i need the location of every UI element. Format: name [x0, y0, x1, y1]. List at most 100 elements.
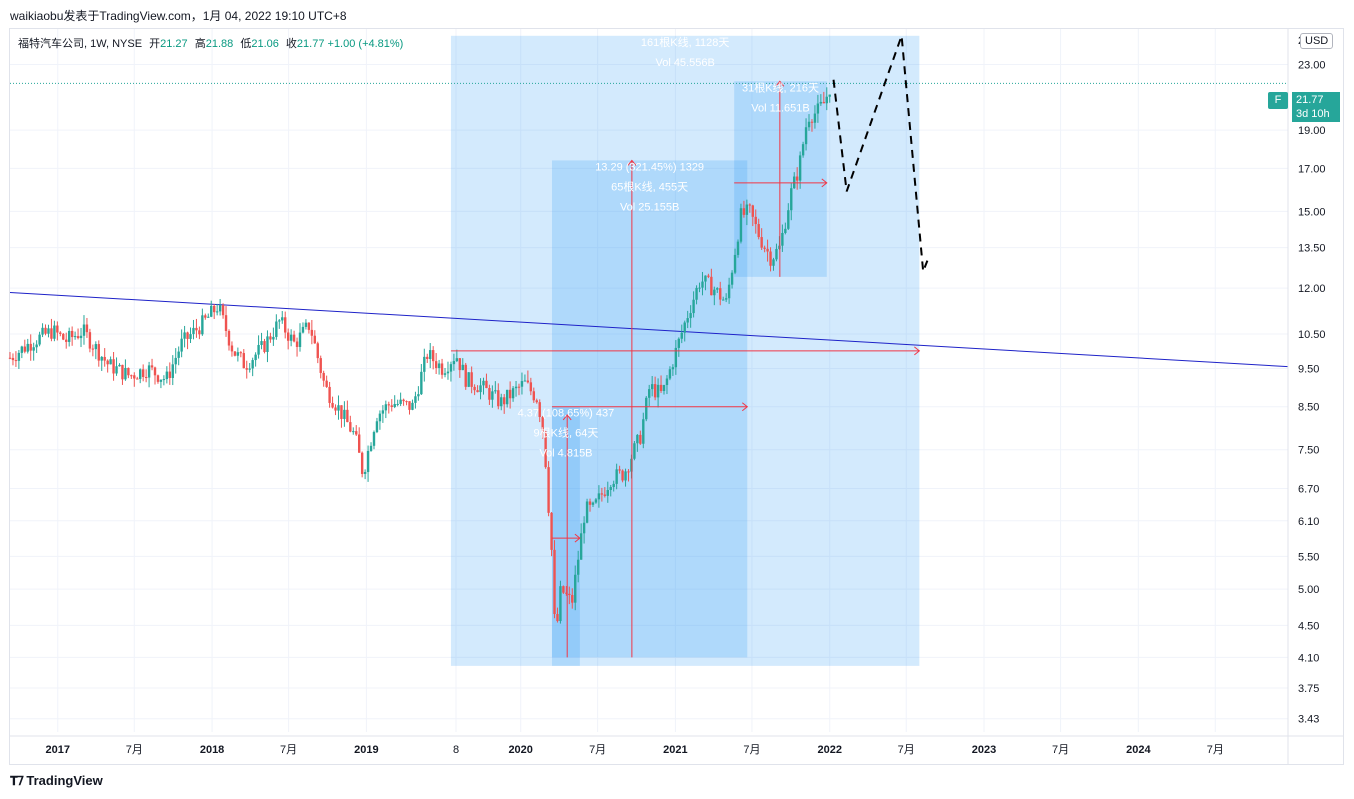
candle-body: [769, 251, 772, 266]
candle-body: [724, 298, 728, 300]
candle-body: [298, 332, 302, 347]
candle-body: [124, 367, 127, 380]
candle-body: [470, 372, 473, 387]
candle-body: [431, 350, 435, 362]
candle-body: [177, 351, 180, 358]
candle-body: [526, 380, 530, 383]
candle-body: [683, 322, 686, 333]
candle-body: [8, 357, 12, 359]
candle-body: [798, 155, 802, 181]
ohlc-legend: 福特汽车公司, 1W, NYSE 开21.27 高21.88 低21.06 收2…: [18, 35, 403, 51]
date-range-box: [551, 406, 580, 666]
candle-body: [53, 325, 56, 339]
candle-body: [810, 121, 814, 123]
candle-body: [363, 472, 367, 474]
candle-body: [257, 344, 260, 355]
candle-body: [594, 499, 598, 503]
candle-body: [73, 336, 77, 338]
candle-body: [547, 467, 550, 513]
candle-body: [585, 501, 589, 523]
price-tick-label: 17.00: [1298, 163, 1326, 175]
candle-body: [653, 384, 657, 398]
candle-body: [689, 313, 692, 319]
candle-body: [692, 299, 695, 314]
candle-body: [615, 469, 618, 484]
candle-body: [295, 341, 299, 347]
currency-button[interactable]: USD: [1300, 33, 1334, 49]
change-value: +1.00 (+4.81%): [327, 38, 404, 50]
time-tick-label: 2024: [1126, 744, 1151, 756]
candle-body: [532, 391, 535, 401]
candle-body: [150, 365, 154, 368]
candle-body: [795, 176, 799, 181]
price-tick-label: 9.50: [1298, 363, 1319, 375]
candle-body: [195, 327, 198, 331]
candle-body: [772, 259, 775, 266]
candle-body: [408, 401, 411, 410]
footer-logo-text: TradingView: [26, 773, 103, 788]
candle-body: [372, 432, 376, 446]
candle-body: [91, 348, 95, 350]
candle-body: [118, 364, 121, 367]
candle-body: [272, 336, 275, 340]
bar-countdown: 3d 10h: [1296, 108, 1330, 120]
candle-body: [479, 385, 482, 393]
candle-body: [121, 364, 124, 380]
candle-body: [597, 493, 601, 500]
date-range-label: Vol 4.815B: [539, 448, 592, 460]
candle-body: [85, 324, 89, 333]
candle-body: [704, 275, 707, 282]
candle-body: [727, 284, 731, 299]
candle-body: [239, 352, 243, 354]
candle-body: [541, 416, 544, 432]
date-range-label: 4.37 (108.65%) 437: [518, 408, 615, 420]
candle-body: [414, 396, 417, 403]
candle-body: [710, 276, 713, 296]
candle-body: [603, 494, 607, 496]
candle-body: [505, 389, 509, 405]
candle-body: [17, 352, 21, 361]
candle-body: [736, 241, 740, 255]
candle-body: [366, 450, 370, 473]
candle-body: [467, 372, 470, 387]
candle-body: [642, 419, 645, 444]
candle-body: [325, 380, 328, 387]
candle-body: [807, 121, 811, 128]
candle-body: [476, 390, 479, 393]
candle-body: [263, 341, 266, 352]
candle-body: [423, 356, 426, 372]
candle-body: [574, 574, 577, 603]
candle-body: [331, 402, 334, 408]
candle-body: [384, 404, 388, 411]
candle-body: [144, 376, 148, 378]
time-tick-label: 2017: [46, 744, 70, 756]
time-tick-label: 2021: [663, 744, 687, 756]
candle-body: [591, 502, 595, 505]
candle-body: [242, 353, 245, 369]
measure-arrow: [562, 414, 572, 421]
time-tick-label: 7月: [743, 744, 760, 756]
candle-body: [337, 405, 340, 411]
candle-body: [381, 410, 385, 414]
candle-body: [260, 341, 263, 345]
candle-body: [784, 228, 787, 233]
candle-body: [221, 305, 225, 316]
candle-body: [668, 369, 672, 379]
candle-body: [636, 434, 639, 444]
open-value: 21.27: [160, 38, 188, 50]
time-tick-label: 7月: [1052, 744, 1069, 756]
candle-body: [559, 586, 562, 622]
candle-body: [94, 344, 98, 350]
candle-body: [251, 360, 254, 369]
candle-body: [210, 305, 213, 317]
candle-body: [171, 364, 174, 378]
candle-body: [648, 389, 651, 398]
candle-body: [437, 363, 441, 369]
time-tick-label: 8: [453, 744, 459, 756]
date-range-label: 31根K线, 216天: [742, 80, 819, 94]
candle-body: [405, 401, 408, 403]
date-range-box: [734, 81, 827, 277]
low-label: 低: [240, 38, 252, 50]
candle-body: [189, 334, 192, 339]
